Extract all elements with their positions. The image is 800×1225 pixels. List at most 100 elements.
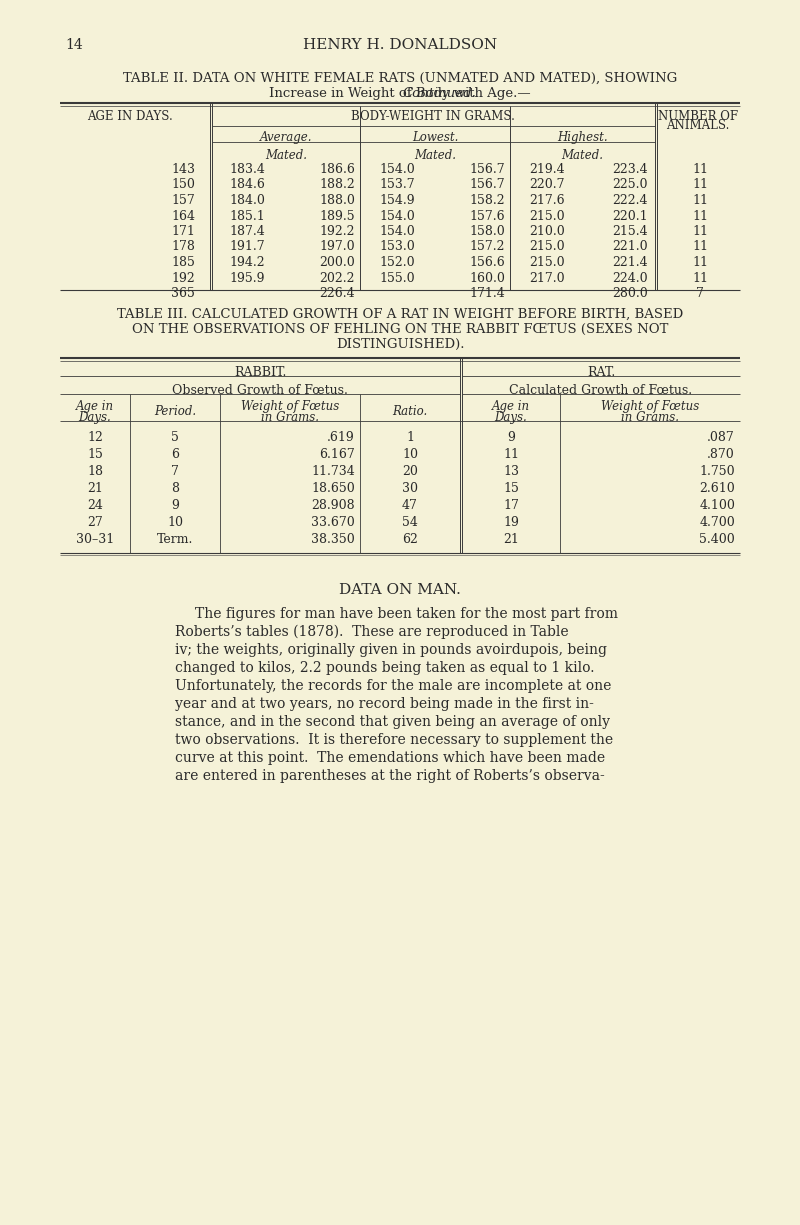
Text: 1: 1 — [406, 431, 414, 443]
Text: 219.4: 219.4 — [530, 163, 565, 176]
Text: RABBIT.: RABBIT. — [234, 366, 286, 379]
Text: Ratio.: Ratio. — [392, 405, 428, 418]
Text: 17: 17 — [503, 499, 519, 512]
Text: 24: 24 — [87, 499, 103, 512]
Text: stance, and in the second that given being an average of only: stance, and in the second that given bei… — [175, 715, 610, 729]
Text: .619: .619 — [327, 431, 355, 443]
Text: 154.0: 154.0 — [379, 225, 415, 238]
Text: 18.650: 18.650 — [311, 481, 355, 495]
Text: 18: 18 — [87, 466, 103, 478]
Text: Age in: Age in — [492, 401, 530, 413]
Text: Mated.: Mated. — [561, 149, 603, 162]
Text: 215.4: 215.4 — [612, 225, 648, 238]
Text: 10: 10 — [167, 516, 183, 529]
Text: Continued.: Continued. — [402, 87, 476, 100]
Text: Observed Growth of Fœtus.: Observed Growth of Fœtus. — [172, 383, 348, 397]
Text: 11: 11 — [503, 448, 519, 461]
Text: 153.0: 153.0 — [379, 240, 415, 254]
Text: 15: 15 — [503, 481, 519, 495]
Text: 11: 11 — [692, 272, 708, 284]
Text: 11.734: 11.734 — [311, 466, 355, 478]
Text: BODY-WEIGHT IN GRAMS.: BODY-WEIGHT IN GRAMS. — [351, 110, 515, 123]
Text: 217.0: 217.0 — [530, 272, 565, 284]
Text: 20: 20 — [402, 466, 418, 478]
Text: 33.670: 33.670 — [311, 516, 355, 529]
Text: 215.0: 215.0 — [530, 256, 565, 270]
Text: 223.4: 223.4 — [612, 163, 648, 176]
Text: 6.167: 6.167 — [319, 448, 355, 461]
Text: 11: 11 — [692, 179, 708, 191]
Text: 157.6: 157.6 — [470, 209, 505, 223]
Text: 21: 21 — [503, 533, 519, 546]
Text: 217.6: 217.6 — [530, 194, 565, 207]
Text: 11: 11 — [692, 256, 708, 270]
Text: 221.0: 221.0 — [612, 240, 648, 254]
Text: 226.4: 226.4 — [319, 287, 355, 300]
Text: 153.7: 153.7 — [379, 179, 415, 191]
Text: 158.0: 158.0 — [470, 225, 505, 238]
Text: 54: 54 — [402, 516, 418, 529]
Text: 2.610: 2.610 — [699, 481, 735, 495]
Text: 7: 7 — [171, 466, 179, 478]
Text: 156.7: 156.7 — [470, 163, 505, 176]
Text: Highest.: Highest. — [557, 131, 607, 145]
Text: 5: 5 — [171, 431, 179, 443]
Text: 365: 365 — [171, 287, 195, 300]
Text: Lowest.: Lowest. — [412, 131, 458, 145]
Text: RAT.: RAT. — [587, 366, 615, 379]
Text: Days.: Days. — [494, 412, 527, 424]
Text: in Grams.: in Grams. — [621, 412, 679, 424]
Text: 9: 9 — [171, 499, 179, 512]
Text: 202.2: 202.2 — [319, 272, 355, 284]
Text: NUMBER OF: NUMBER OF — [658, 110, 738, 123]
Text: iv; the weights, originally given in pounds avoirdupois, being: iv; the weights, originally given in pou… — [175, 643, 607, 657]
Text: changed to kilos, 2.2 pounds being taken as equal to 1 kilo.: changed to kilos, 2.2 pounds being taken… — [175, 662, 594, 675]
Text: curve at this point.  The emendations which have been made: curve at this point. The emendations whi… — [175, 751, 605, 764]
Text: 10: 10 — [402, 448, 418, 461]
Text: 154.9: 154.9 — [379, 194, 415, 207]
Text: 188.0: 188.0 — [319, 194, 355, 207]
Text: 191.7: 191.7 — [230, 240, 265, 254]
Text: 224.0: 224.0 — [612, 272, 648, 284]
Text: 184.0: 184.0 — [229, 194, 265, 207]
Text: Term.: Term. — [157, 533, 193, 546]
Text: 222.4: 222.4 — [613, 194, 648, 207]
Text: 27: 27 — [87, 516, 103, 529]
Text: 195.9: 195.9 — [230, 272, 265, 284]
Text: DATA ON MAN.: DATA ON MAN. — [339, 583, 461, 597]
Text: 158.2: 158.2 — [470, 194, 505, 207]
Text: 152.0: 152.0 — [379, 256, 415, 270]
Text: 210.0: 210.0 — [530, 225, 565, 238]
Text: 15: 15 — [87, 448, 103, 461]
Text: 200.0: 200.0 — [319, 256, 355, 270]
Text: TABLE II. DATA ON WHITE FEMALE RATS (UNMATED AND MATED), SHOWING: TABLE II. DATA ON WHITE FEMALE RATS (UNM… — [123, 72, 677, 85]
Text: 280.0: 280.0 — [612, 287, 648, 300]
Text: Calculated Growth of Fœtus.: Calculated Growth of Fœtus. — [510, 383, 693, 397]
Text: 215.0: 215.0 — [530, 209, 565, 223]
Text: 183.4: 183.4 — [229, 163, 265, 176]
Text: 156.6: 156.6 — [470, 256, 505, 270]
Text: 187.4: 187.4 — [230, 225, 265, 238]
Text: 225.0: 225.0 — [613, 179, 648, 191]
Text: 197.0: 197.0 — [319, 240, 355, 254]
Text: AGE IN DAYS.: AGE IN DAYS. — [87, 110, 173, 123]
Text: 154.0: 154.0 — [379, 163, 415, 176]
Text: 12: 12 — [87, 431, 103, 443]
Text: in Grams.: in Grams. — [261, 412, 319, 424]
Text: Mated.: Mated. — [265, 149, 307, 162]
Text: 188.2: 188.2 — [319, 179, 355, 191]
Text: ANIMALS.: ANIMALS. — [666, 119, 730, 132]
Text: 215.0: 215.0 — [530, 240, 565, 254]
Text: two observations.  It is therefore necessary to supplement the: two observations. It is therefore necess… — [175, 733, 613, 747]
Text: 19: 19 — [503, 516, 519, 529]
Text: HENRY H. DONALDSON: HENRY H. DONALDSON — [303, 38, 497, 51]
Text: 21: 21 — [87, 481, 103, 495]
Text: 28.908: 28.908 — [311, 499, 355, 512]
Text: 184.6: 184.6 — [229, 179, 265, 191]
Text: 1.750: 1.750 — [699, 466, 735, 478]
Text: 5.400: 5.400 — [699, 533, 735, 546]
Text: 9: 9 — [507, 431, 515, 443]
Text: 4.700: 4.700 — [699, 516, 735, 529]
Text: TABLE III. CALCULATED GROWTH OF A RAT IN WEIGHT BEFORE BIRTH, BASED: TABLE III. CALCULATED GROWTH OF A RAT IN… — [117, 307, 683, 321]
Text: 194.2: 194.2 — [230, 256, 265, 270]
